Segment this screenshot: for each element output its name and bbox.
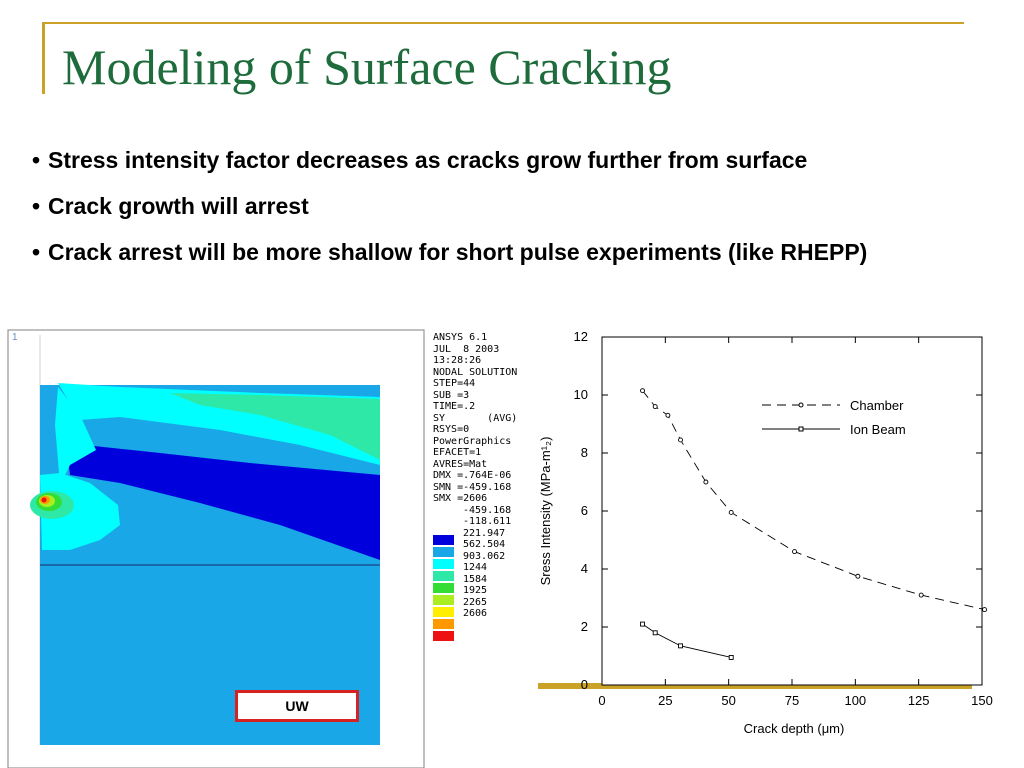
contour-level-label: 2265 [463, 596, 488, 608]
x-tick-label: 75 [785, 693, 799, 708]
ansys-header-line: SUB =3 [433, 389, 470, 401]
y-tick-label: 2 [581, 619, 588, 634]
data-point [918, 592, 924, 598]
legend-swatch [433, 631, 454, 641]
x-axis-label: Crack depth (μm) [744, 721, 845, 736]
contour-level-label: 1925 [463, 585, 488, 596]
x-tick-label: 25 [658, 693, 672, 708]
contour-level-label: 2606 [463, 608, 488, 619]
stress-intensity-chart: 0 25 50 75 100 125 150 0 2 4 6 8 10 12 Chamber Ion Bea… [538, 329, 993, 736]
axis-ticks: 0 25 50 75 100 125 150 0 2 4 6 8 10 12 [574, 329, 993, 708]
ansys-header-line: SY (AVG) [433, 412, 518, 424]
sea-green-band [170, 393, 380, 460]
contour-level-label: -459.168 [463, 504, 512, 516]
data-point [665, 412, 671, 418]
legend-swatch [433, 583, 454, 593]
y-tick-label: 10 [574, 387, 588, 402]
contour-level-label: 562.504 [463, 539, 506, 550]
contour-level-label: 1244 [463, 562, 488, 573]
y-tick-label: 12 [574, 329, 588, 344]
ansys-header-line: PowerGraphics [433, 435, 512, 447]
data-point [792, 549, 797, 555]
uw-logo-box: UW [235, 690, 359, 722]
ansys-header-line: SMX =2606 [433, 493, 488, 504]
ansys-header-line: NODAL SOLUTION [433, 366, 518, 378]
legend-swatch [433, 559, 454, 569]
ansys-header-line: EFACET=1 [433, 447, 482, 458]
legend-label: Chamber [850, 398, 904, 413]
ansys-header-line: AVRES=Mat [433, 458, 488, 470]
legend-swatch [433, 619, 454, 629]
legend-swatch [433, 607, 454, 617]
legend-swatch [433, 547, 454, 557]
title-accent-vertical [42, 22, 45, 94]
x-tick-label: 0 [598, 693, 605, 708]
contour-level-label: 221.947 [463, 527, 506, 539]
ansys-header-line: 13:28:26 [433, 355, 482, 366]
x-tick-label: 150 [971, 693, 993, 708]
bullet-item: • Stress intensity factor decreases as cr… [32, 145, 1007, 175]
left-cyan-wedge [55, 387, 96, 485]
contour-legend-swatches [433, 535, 454, 641]
ansys-header-line: DMX =.764E-06 [433, 470, 512, 481]
slide-title: Modeling of Surface Cracking [62, 39, 672, 95]
bullet-dot: • [32, 193, 41, 219]
x-tick-label: 100 [844, 693, 866, 708]
plot-frame [601, 336, 983, 686]
legend-label: Ion Beam [850, 422, 906, 437]
x-tick-label: 50 [721, 693, 735, 708]
y-tick-label: 8 [581, 445, 588, 460]
bullet-text: Crack growth will arrest [48, 193, 309, 219]
data-point [678, 437, 683, 443]
ansys-header-line: SMN =-459.168 [433, 481, 512, 493]
ansys-header-line: JUL 8 2003 [433, 343, 500, 355]
y-tick-label: 0 [581, 677, 588, 692]
bullet-dot: • [32, 147, 41, 173]
data-point [703, 479, 709, 485]
bullet-list: • Stress intensity factor decreases as cr… [32, 145, 1007, 283]
ansys-header-line: ANSYS 6.1 [433, 332, 488, 343]
y-tick-label: 6 [581, 503, 588, 518]
data-point [728, 509, 734, 515]
data-point [640, 621, 645, 627]
bullet-item: • Crack arrest will be more shallow for s… [32, 237, 1007, 267]
data-point [640, 388, 645, 394]
legend-marker [798, 426, 804, 432]
bullet-text: Crack arrest will be more shallow for sh… [48, 239, 868, 265]
x-tick-label: 125 [908, 693, 930, 708]
bullet-item: • Crack growth will arrest [32, 191, 1007, 221]
fea-corner-label: 1 [12, 332, 18, 343]
legend-marker [798, 402, 804, 408]
bullet-dot: • [32, 239, 41, 265]
data-point [855, 573, 861, 579]
crack-tip-red [41, 497, 47, 503]
title-accent-horizontal [42, 22, 964, 24]
fea-contour-plot: 1 [7, 329, 454, 768]
data-point [728, 655, 734, 660]
contour-level-label: 903.062 [463, 550, 506, 562]
ansys-header-line: STEP=44 [433, 378, 476, 389]
legend-swatch [433, 595, 454, 605]
slide-footer-bar [538, 683, 972, 689]
ansys-header-line: RSYS=0 [433, 424, 470, 435]
contour-level-label: 1584 [463, 573, 488, 585]
y-axis-label: Sress Intensity (MPa-m¹₂) [538, 437, 553, 586]
legend-swatch [433, 535, 454, 545]
series-group [640, 388, 987, 660]
deep-blue-band [66, 443, 380, 560]
chart-legend: Chamber Ion Beam [762, 398, 906, 437]
series-line-ion-beam [642, 623, 732, 658]
legend-swatch [433, 571, 454, 581]
ansys-header-line: TIME=.2 [433, 401, 476, 412]
data-point [652, 404, 658, 410]
bullet-text: Stress intensity factor decreases as cra… [48, 147, 808, 173]
data-point [652, 630, 658, 636]
data-point [678, 643, 683, 649]
ansys-legend-text: ANSYS 6.1 JUL 8 2003 13:28:26 NODAL SOLUTIO… [433, 332, 517, 620]
data-point [982, 607, 987, 613]
contour-level-label: -118.611 [463, 516, 512, 527]
y-tick-label: 4 [581, 561, 588, 576]
